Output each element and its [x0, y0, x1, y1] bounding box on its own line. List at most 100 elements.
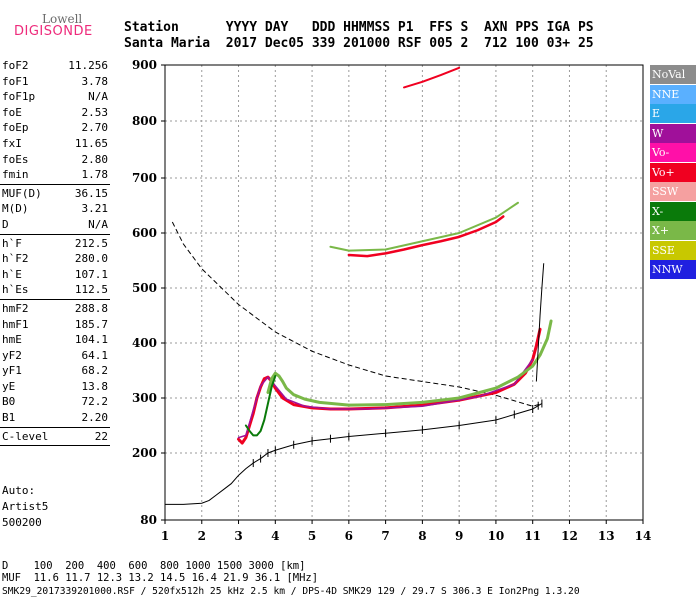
legend-item: X+	[650, 221, 696, 240]
param-row: foE 2.53	[0, 105, 112, 121]
y-tick-label: 600	[132, 226, 157, 240]
header-values: Santa Maria 2017 Dec05 339 201000 RSF 00…	[124, 36, 594, 51]
param-row: h`Es 112.5	[0, 282, 112, 298]
autoscaler-name: Artist5	[2, 500, 49, 513]
param-label: B1	[2, 411, 16, 425]
param-label: foEs	[2, 152, 29, 166]
legend-item: SSW	[650, 182, 696, 201]
param-value: 36.15	[74, 186, 108, 200]
param-label: D	[2, 217, 9, 231]
param-row: h`E 107.1	[0, 267, 112, 283]
divider	[0, 426, 110, 428]
param-value: 112.5	[74, 283, 108, 297]
param-row: foF1p N/A	[0, 89, 112, 105]
legend-item: Vo+	[650, 162, 696, 182]
param-label: yF2	[2, 348, 22, 362]
divider	[0, 445, 110, 447]
param-label: foF1p	[2, 90, 36, 104]
param-value: 2.53	[81, 105, 109, 119]
param-value: 11.65	[74, 136, 108, 150]
legend: NoVal NNE E W Vo- Vo+ SSW X- X+ SSE NNW	[650, 65, 696, 280]
param-group-b: MUF(D) 36.15 M(D) 3.21 D N/A	[0, 186, 112, 233]
x-tick-label: 2	[198, 529, 206, 543]
param-row: hmF2 288.8	[0, 301, 112, 317]
param-label: hmE	[2, 333, 22, 347]
param-value: 104.1	[74, 333, 108, 347]
divider	[0, 233, 110, 235]
footer-distance: D 100 200 400 600 800 1000 1500 3000 [km…	[2, 560, 306, 572]
param-row: yE 13.8	[0, 379, 112, 395]
digisonde-logo: Lowell DIGISONDE	[2, 10, 122, 50]
param-value: 2.20	[81, 411, 109, 425]
param-group-c: h`F 212.5 h`F2 280.0 h`E 107.1 h`Es 112.5	[0, 236, 112, 298]
x-tick-label: 5	[308, 529, 316, 543]
legend-item: NNE	[650, 84, 696, 104]
param-value: 1.78	[81, 168, 109, 182]
y-tick-label: 80	[140, 513, 157, 527]
param-label: C-level	[2, 429, 49, 443]
param-value: 68.2	[81, 364, 109, 378]
density-profile-layer	[171, 221, 543, 407]
param-value: 64.1	[81, 348, 109, 362]
x-tick-label: 8	[418, 529, 426, 543]
auto-label: Auto:	[2, 484, 36, 497]
logo-digisonde-text: DIGISONDE	[14, 24, 93, 39]
param-value: 13.8	[81, 379, 109, 393]
plot-frame	[164, 64, 644, 521]
y-tick-label: 300	[132, 391, 157, 405]
y-tick-label: 800	[132, 114, 157, 128]
param-label: yE	[2, 379, 16, 393]
param-value: 288.8	[74, 301, 108, 315]
y-tick-label: 400	[132, 336, 157, 350]
param-row: C-level 22	[0, 429, 112, 445]
parameter-panel: foF2 11.256 foF1 3.78 foF1p N/A foE 2.53 foE…	[0, 58, 112, 447]
x-tick-label: 3	[234, 529, 242, 543]
param-label: fxI	[2, 136, 22, 150]
profile-curve	[165, 403, 543, 505]
param-row: h`F2 280.0	[0, 251, 112, 267]
chart-grid	[164, 64, 644, 521]
param-label: M(D)	[2, 202, 29, 216]
param-value: 3.21	[81, 202, 109, 216]
param-row: B0 72.2	[0, 394, 112, 410]
footer-muf: MUF 11.6 11.7 12.3 13.2 14.5 16.4 21.9 3…	[2, 572, 319, 584]
legend-item: SSE	[650, 240, 696, 260]
echo-traces-layer	[237, 66, 553, 445]
param-label: foF2	[2, 59, 29, 72]
param-row: B1 2.20	[0, 410, 112, 426]
x-tick-label: 9	[455, 529, 463, 543]
autoscaler-version: 500200	[2, 516, 42, 529]
param-label: h`E	[2, 267, 22, 281]
param-label: hmF1	[2, 317, 29, 331]
param-value: 72.2	[81, 395, 109, 409]
x-tick-label: 7	[381, 529, 389, 543]
param-label: MUF(D)	[2, 186, 42, 200]
y-tick-label: 900	[132, 58, 157, 72]
param-row: yF2 64.1	[0, 348, 112, 364]
param-row: foEs 2.80	[0, 152, 112, 168]
param-row: M(D) 3.21	[0, 201, 112, 217]
x-tick-label: 11	[524, 529, 541, 543]
divider	[0, 298, 110, 300]
echo-trace	[403, 66, 461, 89]
param-label: h`F2	[2, 252, 29, 266]
y-tick-label: 700	[132, 171, 157, 185]
legend-item: NoVal	[650, 65, 696, 84]
param-value: N/A	[88, 217, 108, 231]
param-row: D N/A	[0, 217, 112, 233]
x-tick-label: 12	[561, 529, 578, 543]
legend-item: NNW	[650, 260, 696, 279]
param-label: yF1	[2, 364, 22, 378]
param-row: yF1 68.2	[0, 363, 112, 379]
legend-item: W	[650, 123, 696, 143]
param-row: hmF1 185.7	[0, 317, 112, 333]
echo-trace	[244, 375, 277, 437]
x-tick-label: 1	[161, 529, 169, 543]
y-tick-label: 500	[132, 281, 157, 295]
param-label: hmF2	[2, 301, 29, 315]
x-tick-label: 13	[598, 529, 615, 543]
legend-item: Vo-	[650, 143, 696, 162]
param-row: foF1 3.78	[0, 74, 112, 90]
legend-item: X-	[650, 201, 696, 221]
x-tick-label: 6	[345, 529, 353, 543]
